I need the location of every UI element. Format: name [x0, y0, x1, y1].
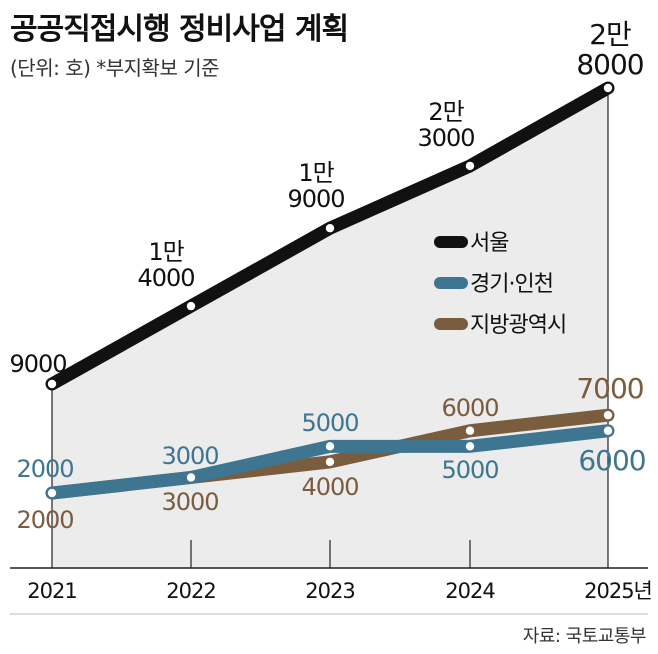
x-axis: 2021 2022 2023 2024 2025년 [10, 567, 653, 615]
data-label-line: 2만 [589, 18, 631, 51]
regional-label: 4000 [301, 473, 358, 501]
gyeonggi-label: 2000 [16, 455, 73, 483]
data-point [465, 426, 475, 435]
gyeonggi-label: 5000 [301, 409, 358, 437]
data-point [603, 83, 613, 93]
data-point [325, 224, 335, 233]
data-label-line: 6000 [578, 444, 645, 477]
legend-label: 지방광역시 [470, 313, 566, 338]
data-label-line: 4000 [137, 264, 194, 292]
chart-title: 공공직접시행 정비사업 계획 [10, 12, 349, 47]
data-label-line: 7000 [576, 372, 643, 405]
data-label-line: 3000 [161, 442, 218, 470]
seoul-label: 1만 9000 [287, 159, 344, 213]
gyeonggi-label: 5000 [441, 456, 498, 484]
data-point [325, 442, 335, 451]
data-label-line: 3000 [161, 488, 218, 516]
data-point [603, 426, 613, 435]
data-point [186, 473, 196, 482]
data-point [465, 161, 475, 171]
seoul-label: 1만 4000 [137, 238, 194, 292]
regional-label: 7000 [576, 372, 643, 405]
regional-label: 6000 [441, 394, 498, 422]
data-label-line: 2000 [16, 506, 73, 534]
legend-label: 서울 [470, 231, 509, 256]
data-point [47, 488, 57, 498]
data-point [603, 410, 613, 420]
gyeonggi-label: 3000 [161, 442, 218, 470]
data-point [186, 301, 196, 311]
x-tick-label: 2021 [27, 579, 76, 603]
data-label-line: 4000 [301, 473, 358, 501]
data-label-line: 5000 [301, 409, 358, 437]
seoul-label: 9000 [9, 350, 66, 378]
x-tick-label: 2025년 [584, 579, 652, 603]
data-label-line: 8000 [576, 48, 643, 81]
data-label-line: 5000 [441, 456, 498, 484]
data-label-line: 1만 [298, 159, 334, 187]
seoul-label: 2만 8000 [576, 18, 643, 81]
data-label-line: 6000 [441, 394, 498, 422]
data-point [325, 457, 335, 467]
data-label-line: 2000 [16, 455, 73, 483]
x-tick-label: 2022 [166, 579, 215, 603]
series-lines [45, 81, 615, 500]
data-point [47, 379, 57, 389]
x-tick-label: 2023 [305, 579, 354, 603]
x-tick-label: 2024 [445, 579, 495, 603]
regional-label: 2000 [16, 506, 73, 534]
chart-subtitle: (단위: 호) *부지확보 기준 [10, 56, 220, 80]
data-label-line: 3000 [417, 124, 474, 152]
gyeonggi-label: 6000 [578, 444, 645, 477]
year-guide-lines [51, 88, 609, 568]
data-label-line: 2만 [428, 98, 464, 126]
data-label-line: 1만 [148, 238, 184, 266]
source-note: 자료: 국토교통부 [522, 626, 647, 647]
data-label-line: 9000 [287, 185, 344, 213]
data-label-line: 9000 [9, 350, 66, 378]
regional-label: 3000 [161, 488, 218, 516]
seoul-label: 2만 3000 [417, 98, 474, 152]
legend-label: 경기·인천 [470, 272, 553, 297]
data-point [465, 442, 475, 451]
